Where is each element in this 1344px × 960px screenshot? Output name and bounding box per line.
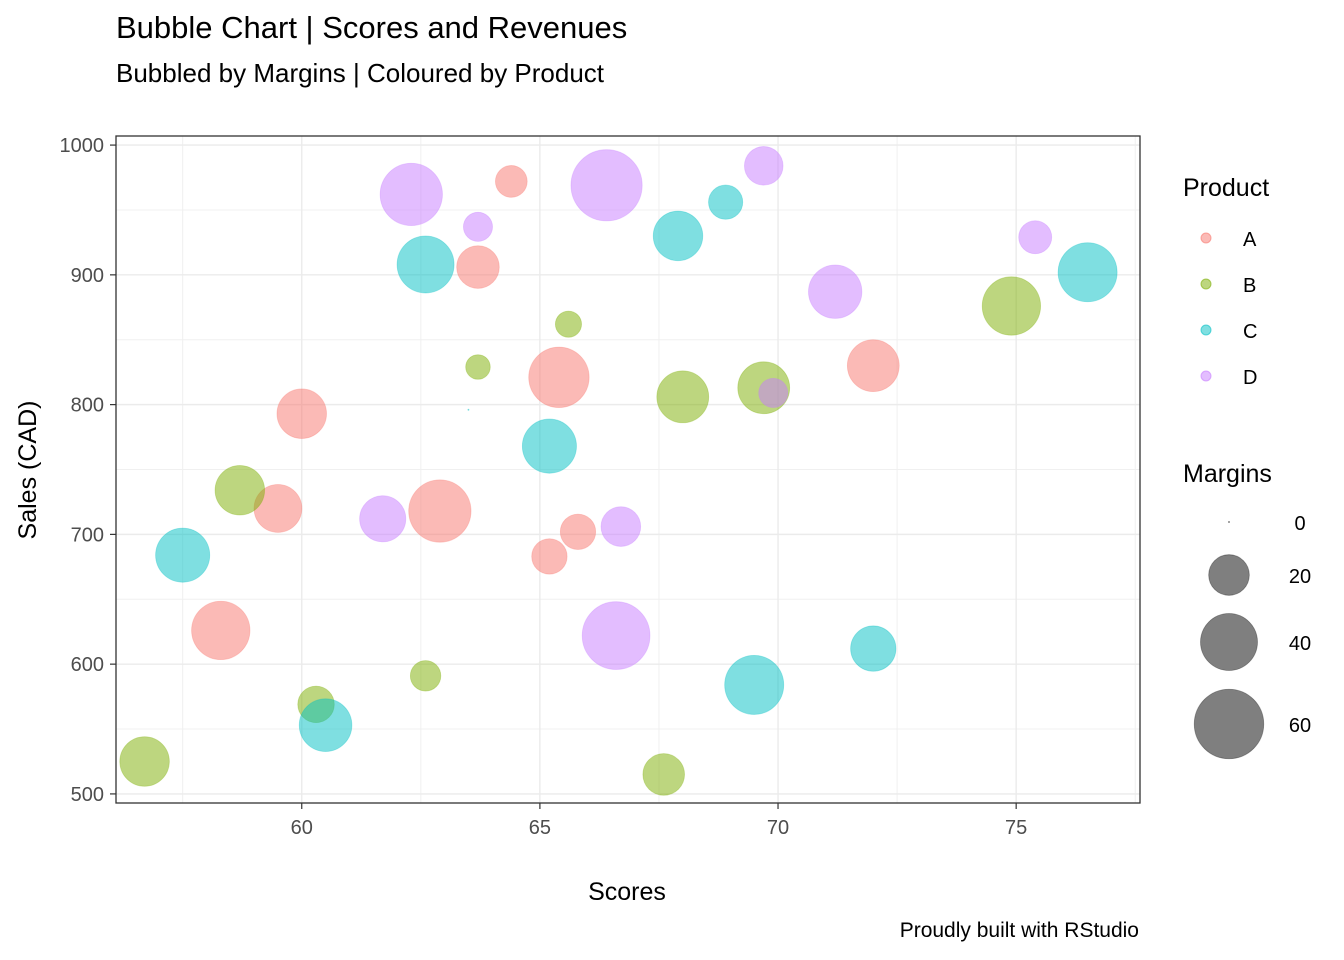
y-tick-label: 900 — [71, 265, 104, 287]
bubble-a — [559, 513, 597, 550]
bubble-a — [846, 339, 900, 393]
x-tick-label: 75 — [1005, 817, 1027, 839]
bubble-d — [600, 506, 642, 547]
legend-product-label: D — [1243, 367, 1257, 389]
bubble-b — [554, 310, 582, 338]
bubble-d — [379, 162, 443, 226]
y-tick-label: 800 — [71, 395, 104, 417]
legend-margins-label: 60 — [1289, 715, 1311, 737]
bubble-a — [456, 245, 500, 289]
bubble-a — [528, 346, 590, 408]
bubble-d — [1018, 220, 1053, 255]
legend-product-key-b — [1200, 278, 1212, 290]
bubble-layer — [119, 146, 1118, 796]
bubble-d — [570, 149, 643, 222]
bubble-b — [119, 736, 170, 787]
legend-margins-key — [1200, 613, 1258, 671]
bubble-c — [467, 408, 470, 411]
legend-product-label: A — [1243, 229, 1257, 251]
bubble-a — [408, 479, 472, 543]
grid-lines — [116, 136, 1140, 803]
y-tick-label: 500 — [71, 784, 104, 806]
legend-product-title: Product — [1183, 174, 1269, 202]
x-axis-title: Scores — [588, 878, 666, 906]
legend-margins-key — [1228, 521, 1231, 524]
x-tick-label: 60 — [291, 817, 313, 839]
bubble-b — [409, 660, 442, 692]
bubble-c — [298, 698, 353, 752]
bubble-b — [656, 370, 710, 424]
bubble-d — [758, 377, 789, 408]
bubble-d — [581, 601, 651, 670]
bubble-d — [463, 211, 493, 242]
bubble-c — [724, 654, 785, 715]
legend-product-label: B — [1243, 275, 1256, 297]
bubble-c — [1057, 242, 1118, 303]
chart-title: Bubble Chart | Scores and Revenues — [116, 10, 628, 45]
y-tick-label: 1000 — [60, 135, 105, 157]
bubble-d — [808, 264, 863, 319]
x-tick-label: 70 — [767, 817, 789, 839]
y-tick-label: 600 — [71, 654, 104, 676]
bubble-a — [495, 165, 528, 198]
bubble-d — [359, 495, 407, 543]
bubble-c — [708, 184, 744, 220]
bubble-a — [276, 388, 327, 439]
bubble-c — [652, 210, 704, 262]
bubble-c — [521, 418, 577, 474]
legend-margins-key — [1193, 688, 1265, 760]
bubble-c — [850, 625, 897, 672]
y-axis-title: Sales (CAD) — [14, 401, 42, 540]
bubble-b — [214, 465, 265, 516]
legend-margins-label: 40 — [1289, 633, 1311, 655]
bubble-c — [155, 527, 211, 583]
bubble-a — [531, 538, 568, 575]
chart-caption: Proudly built with RStudio — [899, 919, 1139, 942]
legend-margins-label: 20 — [1289, 566, 1311, 588]
legend-product-key-d — [1200, 370, 1212, 382]
bubble-b — [981, 276, 1041, 336]
chart-subtitle: Bubbled by Margins | Coloured by Product — [116, 58, 605, 88]
legend-margins-key — [1208, 554, 1250, 596]
legend-product-key-c — [1200, 324, 1212, 336]
bubble-c — [396, 235, 455, 294]
x-tick-label: 65 — [529, 817, 551, 839]
legend-margins-label: 0 — [1294, 513, 1305, 535]
legend-product-key-a — [1200, 232, 1212, 244]
bubble-b — [642, 753, 685, 796]
legend-margins-title: Margins — [1183, 460, 1272, 488]
plot-panel-border — [115, 135, 1141, 804]
bubble-a — [191, 600, 251, 660]
legend-margins: Margins 0 20 40 60 — [1183, 460, 1311, 760]
legend-product-label: C — [1243, 321, 1257, 343]
y-tick-label: 700 — [71, 524, 104, 546]
bubble-d — [744, 146, 784, 186]
axes: 60 65 70 75 500 600 700 800 900 1000 — [60, 135, 1028, 839]
legend-product: Product A B C D — [1183, 174, 1269, 389]
bubble-b — [465, 354, 491, 380]
